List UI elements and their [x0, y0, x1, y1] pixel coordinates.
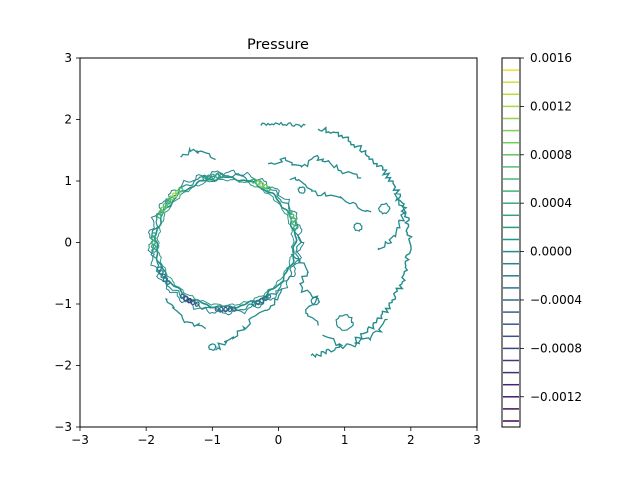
contour-level-mark	[262, 295, 268, 302]
colorbar-tick-label: 0.0004	[530, 196, 572, 210]
colorbar-tick-label: −0.0004	[530, 293, 582, 307]
contour-level-mark	[158, 270, 164, 275]
contour-level-mark	[262, 183, 268, 190]
contour-level-mark	[251, 178, 257, 184]
contour-level-mark	[210, 173, 216, 180]
contour-level-mark	[162, 203, 169, 209]
y-tick-label: 3	[64, 51, 72, 65]
x-tick-label: −3	[71, 433, 89, 447]
contour-level-mark	[288, 213, 295, 219]
contour-line	[310, 342, 344, 359]
contour-level-mark	[255, 179, 261, 186]
contour-level-mark	[151, 248, 157, 253]
contour-line	[180, 146, 216, 161]
contour-level-mark	[190, 299, 196, 306]
contour-line	[322, 318, 388, 350]
colorbar: −0.0012 −0.0008 −0.0004 0.0000 0.0004 0.0008 0…	[501, 51, 582, 428]
contour-lines	[147, 121, 413, 359]
contour-blob	[207, 343, 218, 351]
x-tick-label: 3	[473, 433, 481, 447]
contour-level-mark	[202, 175, 207, 182]
contour-line	[260, 121, 306, 128]
contour-level-mark	[156, 213, 162, 219]
contour-line	[289, 176, 372, 213]
x-tick-label: 0	[275, 433, 283, 447]
contour-level-mark	[255, 299, 261, 306]
contour-blob	[297, 186, 306, 194]
contour-level-mark	[214, 306, 220, 312]
contour-level-mark	[151, 232, 157, 237]
plot-area	[79, 57, 478, 428]
contour-level-mark	[290, 217, 297, 222]
contour-level-mark	[165, 199, 171, 205]
contour-level-mark	[150, 244, 157, 249]
y-tick-label: −3	[54, 420, 72, 434]
contour-level-mark	[178, 187, 184, 193]
contour-line	[165, 298, 207, 330]
contour-level-mark	[150, 240, 157, 245]
contour-line	[290, 253, 319, 326]
contour-level-mark	[223, 306, 228, 313]
contour-level-mark	[169, 195, 175, 201]
contour-level-mark	[179, 293, 185, 299]
contour-level-mark	[150, 236, 157, 241]
contour-level-mark	[156, 266, 162, 272]
contour-level-mark	[259, 181, 265, 188]
colorbar-tick-label: −0.0012	[530, 390, 582, 404]
contour-level-mark	[218, 306, 224, 313]
y-tick-label: 0	[64, 236, 72, 250]
contour-level-mark	[172, 192, 178, 198]
x-tick-label: 1	[341, 433, 349, 447]
x-tick-label: −2	[137, 433, 155, 447]
contour-level-mark	[187, 297, 192, 304]
contour-level-mark	[266, 186, 272, 192]
contour-level-mark	[160, 206, 166, 212]
x-axis: −3 −2 −1 0 1 2 3	[71, 427, 481, 447]
contour-level-mark	[183, 295, 189, 302]
contour-level-mark	[165, 280, 171, 286]
contour-blob	[377, 202, 391, 215]
contour-level-mark	[251, 301, 257, 307]
contour-level-mark	[206, 174, 212, 181]
contour-level-mark	[227, 306, 233, 313]
contour-line	[317, 126, 413, 345]
contour-ring	[156, 178, 295, 308]
contour-level-mark	[215, 173, 220, 179]
contour-blob	[335, 314, 354, 331]
contour-level-mark	[160, 273, 166, 279]
contour-level-mark	[194, 301, 200, 307]
x-tick-label: 2	[407, 433, 415, 447]
contour-level-mark	[175, 189, 181, 195]
contour-level-mark	[291, 221, 298, 226]
contour-level-mark	[293, 224, 299, 230]
colorbar-tick-label: 0.0008	[530, 148, 572, 162]
y-tick-label: −1	[54, 297, 72, 311]
contour-blob	[310, 296, 321, 306]
x-tick-label: −1	[203, 433, 221, 447]
y-tick-label: 1	[64, 174, 72, 188]
colorbar-tick-label: 0.0016	[530, 51, 572, 65]
contour-blob	[353, 222, 363, 232]
y-axis: −3 −2 −1 0 1 2 3	[54, 51, 80, 434]
contour-line	[377, 192, 407, 251]
colorbar-tick-label: 0.0000	[530, 245, 572, 259]
colorbar-tick-label: 0.0012	[530, 99, 572, 113]
colorbar-tick-label: −0.0008	[530, 341, 582, 355]
contour-level-mark	[158, 210, 164, 215]
y-tick-label: 2	[64, 113, 72, 127]
contour-line	[215, 288, 283, 351]
chart-title: Pressure	[247, 37, 309, 53]
contour-level-mark	[287, 209, 293, 215]
colorbar-levels	[503, 69, 519, 422]
contour-line	[267, 154, 362, 179]
contour-level-mark	[162, 276, 169, 282]
y-tick-label: −2	[54, 359, 72, 373]
contour-level-mark	[266, 293, 272, 299]
contour-level-mark	[259, 297, 265, 304]
colorbar-frame	[501, 57, 521, 428]
contour-level-mark	[231, 306, 237, 312]
contour-level-mark	[219, 172, 224, 179]
colorbar-ticks: −0.0012 −0.0008 −0.0004 0.0000 0.0004 0.0008 0…	[520, 51, 582, 404]
